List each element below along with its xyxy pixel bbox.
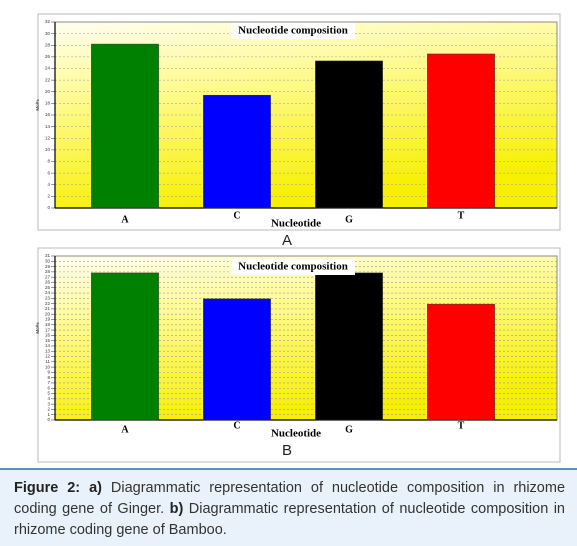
caption: Figure 2: a) Diagrammatic representation… (0, 468, 577, 546)
bar (91, 43, 159, 209)
y-tick-label: 10 (45, 364, 51, 369)
y-axis-label: Mol% (35, 99, 40, 110)
bar (315, 272, 383, 421)
x-tick-label: C (233, 210, 240, 221)
y-tick-label: 1 (47, 412, 50, 417)
y-tick-label: 30 (45, 258, 51, 263)
y-tick-label: 26 (45, 280, 51, 285)
y-tick-label: 16 (45, 112, 51, 117)
y-tick-label: 3 (47, 401, 50, 406)
x-tick-label: G (345, 424, 353, 435)
y-tick-label: 31 (45, 253, 51, 258)
y-tick-label: 16 (45, 333, 51, 338)
panel-label: A (282, 232, 292, 249)
y-tick-label: 4 (47, 182, 50, 187)
y-tick-label: 30 (45, 31, 51, 36)
y-axis-label: Mol% (35, 322, 40, 333)
y-tick-label: 18 (45, 322, 51, 327)
title-box (231, 259, 355, 275)
y-tick-label: 14 (45, 343, 51, 348)
y-tick-label: 21 (45, 306, 51, 311)
y-tick-label: 9 (47, 370, 50, 375)
y-tick-label: 17 (45, 327, 51, 332)
bar (91, 272, 159, 421)
y-tick-label: 0 (47, 417, 50, 422)
y-tick-label: 12 (45, 354, 51, 359)
y-tick-label: 10 (45, 147, 51, 152)
caption-text: Diagrammatic representation of nucleotid… (14, 501, 565, 538)
y-tick-label: 20 (45, 311, 51, 316)
y-tick-label: 27 (45, 274, 51, 279)
y-tick-label: 11 (45, 359, 50, 364)
y-tick-label: 24 (45, 66, 51, 71)
y-tick-label: 28 (45, 269, 51, 274)
x-tick-label: T (458, 420, 465, 431)
y-tick-label: 13 (45, 348, 51, 353)
y-tick-label: 0 (47, 205, 50, 210)
bar (315, 60, 383, 209)
x-axis-label: Nucleotide (271, 218, 321, 230)
y-tick-label: 7 (47, 380, 50, 385)
caption-part-label: b) (169, 501, 184, 517)
y-tick-label: 4 (47, 396, 50, 401)
y-tick-label: 14 (45, 124, 51, 129)
bar (203, 94, 271, 209)
x-tick-label: T (458, 210, 465, 221)
chart-title: Nucleotide composition (238, 25, 348, 37)
y-tick-label: 25 (45, 285, 51, 290)
caption-lead: Figure 2: (14, 480, 81, 496)
y-tick-label: 12 (45, 135, 51, 140)
x-tick-label: A (121, 424, 129, 435)
bar (427, 53, 495, 209)
bar (203, 298, 271, 421)
y-tick-label: 2 (47, 194, 50, 199)
y-tick-label: 19 (45, 317, 51, 322)
caption-part-label: a) (89, 480, 102, 496)
y-tick-label: 8 (47, 159, 50, 164)
y-tick-label: 24 (45, 290, 51, 295)
y-tick-label: 20 (45, 89, 51, 94)
x-tick-label: G (345, 214, 353, 225)
y-tick-label: 32 (45, 19, 51, 24)
y-tick-label: 6 (47, 170, 50, 175)
y-tick-label: 15 (45, 338, 51, 343)
bar (427, 303, 495, 421)
chart-title: Nucleotide composition (238, 261, 348, 273)
title-box (231, 23, 355, 39)
y-tick-label: 26 (45, 54, 51, 59)
y-tick-label: 29 (45, 264, 51, 269)
x-tick-label: A (121, 214, 129, 225)
x-axis-label: Nucleotide (271, 428, 321, 440)
y-tick-label: 2 (47, 407, 50, 412)
y-tick-label: 22 (45, 301, 51, 306)
y-tick-label: 8 (47, 375, 50, 380)
panel-label: B (282, 442, 292, 459)
y-tick-label: 22 (45, 77, 51, 82)
y-tick-label: 28 (45, 42, 51, 47)
y-tick-label: 5 (47, 391, 50, 396)
y-tick-label: 6 (47, 385, 50, 390)
y-tick-label: 18 (45, 101, 51, 106)
y-tick-label: 23 (45, 296, 51, 301)
x-tick-label: C (233, 420, 240, 431)
caption-text: Diagrammatic representation of nucleotid… (14, 480, 566, 517)
